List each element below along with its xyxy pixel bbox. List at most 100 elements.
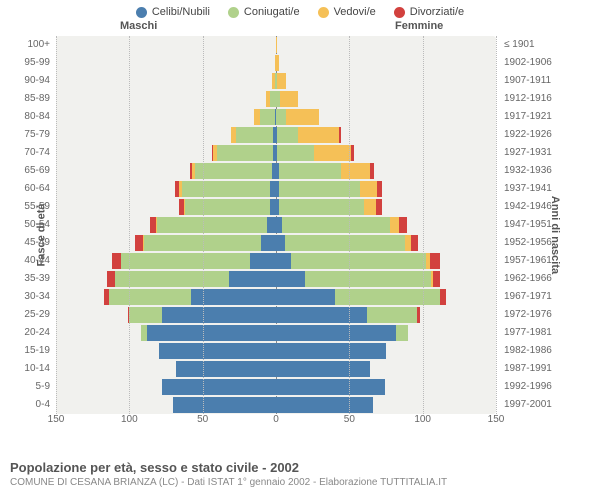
x-tick-label: 50 [197, 414, 208, 425]
bar-segment [267, 217, 276, 233]
legend-item: Divorziati/e [394, 6, 464, 18]
bar-segment [341, 163, 370, 179]
age-label: 20-24 [0, 328, 50, 338]
bar-segment [162, 379, 276, 395]
x-tick-label: 100 [414, 414, 431, 425]
pyramid-row [56, 108, 496, 126]
legend-label: Divorziati/e [410, 6, 464, 18]
age-label: 55-59 [0, 202, 50, 212]
male-bar [266, 91, 276, 107]
gridline [496, 36, 497, 414]
bar-segment [376, 199, 382, 215]
chart-title: Popolazione per età, sesso e stato civil… [10, 460, 590, 475]
bar-segment [417, 307, 420, 323]
bar-segment [282, 217, 391, 233]
bar-segment [195, 163, 271, 179]
bar-segment [147, 325, 276, 341]
age-label: 25-29 [0, 310, 50, 320]
bar-segment [236, 127, 273, 143]
pyramid-row [56, 306, 496, 324]
legend: Celibi/NubiliConiugati/eVedovi/eDivorzia… [0, 0, 600, 20]
male-bar [162, 379, 276, 395]
birth-year-label: 1972-1976 [504, 310, 574, 320]
male-bar [179, 199, 276, 215]
pyramid-row [56, 144, 496, 162]
pyramid-row [56, 162, 496, 180]
gridline [349, 36, 350, 414]
female-bar [276, 37, 277, 53]
bar-segment [351, 145, 354, 161]
bar-segment [370, 163, 374, 179]
bar-segment [433, 271, 440, 287]
bar-segment [390, 217, 399, 233]
female-bar [276, 199, 382, 215]
age-label: 95-99 [0, 58, 50, 68]
bar-segment [129, 307, 161, 323]
bar-segment [339, 127, 340, 143]
birth-year-label: 1967-1971 [504, 292, 574, 302]
bar-segment [217, 145, 273, 161]
birth-year-label: 1932-1936 [504, 166, 574, 176]
female-bar [276, 397, 373, 413]
bar-segment [276, 271, 305, 287]
x-tick-label: 150 [488, 414, 505, 425]
gridline [56, 36, 57, 414]
age-label: 5-9 [0, 382, 50, 392]
bar-segment [286, 109, 318, 125]
header-female: Femmine [395, 20, 443, 32]
pyramid-row [56, 288, 496, 306]
female-bar [276, 271, 440, 287]
pyramid-row [56, 180, 496, 198]
gridline [203, 36, 204, 414]
legend-item: Vedovi/e [318, 6, 376, 18]
birth-year-label: 1927-1931 [504, 148, 574, 158]
male-bar [135, 235, 276, 251]
header-male: Maschi [120, 20, 157, 32]
pyramid-row [56, 36, 496, 54]
bar-segment [121, 253, 250, 269]
gridline [129, 36, 130, 414]
bar-segment [182, 181, 270, 197]
bar-segment [276, 37, 277, 53]
age-label: 60-64 [0, 184, 50, 194]
age-label: 90-94 [0, 76, 50, 86]
bar-rows [56, 36, 496, 414]
bar-segment [191, 289, 276, 305]
birth-year-label: 1962-1966 [504, 274, 574, 284]
age-label: 40-44 [0, 256, 50, 266]
chart-subtitle: COMUNE DI CESANA BRIANZA (LC) - Dati IST… [10, 477, 590, 488]
birth-year-label: 1997-2001 [504, 400, 574, 410]
bar-segment [314, 145, 351, 161]
bar-segment [185, 199, 270, 215]
bar-segment [279, 163, 341, 179]
pyramid-row [56, 270, 496, 288]
female-bar [276, 235, 418, 251]
bar-segment [276, 253, 291, 269]
pyramid-row [56, 198, 496, 216]
male-bar [231, 127, 276, 143]
male-bar [175, 181, 276, 197]
female-bar [276, 55, 279, 71]
pyramid-row [56, 90, 496, 108]
bar-segment [173, 397, 276, 413]
birth-year-label: ≤ 1901 [504, 40, 574, 50]
birth-year-label: 1917-1921 [504, 112, 574, 122]
legend-item: Coniugati/e [228, 6, 300, 18]
bar-segment [364, 199, 376, 215]
age-label: 70-74 [0, 148, 50, 158]
male-bar [159, 343, 276, 359]
male-bar [173, 397, 276, 413]
male-bar [254, 109, 276, 125]
birth-year-label: 1957-1961 [504, 256, 574, 266]
age-label: 65-69 [0, 166, 50, 176]
female-bar [276, 181, 382, 197]
age-label: 10-14 [0, 364, 50, 374]
male-bar [107, 271, 276, 287]
birth-year-label: 1947-1951 [504, 220, 574, 230]
age-label: 50-54 [0, 220, 50, 230]
bar-segment [277, 73, 286, 89]
bar-segment [115, 271, 229, 287]
bar-segment [261, 235, 276, 251]
plot-area [56, 36, 496, 414]
female-bar [276, 379, 385, 395]
